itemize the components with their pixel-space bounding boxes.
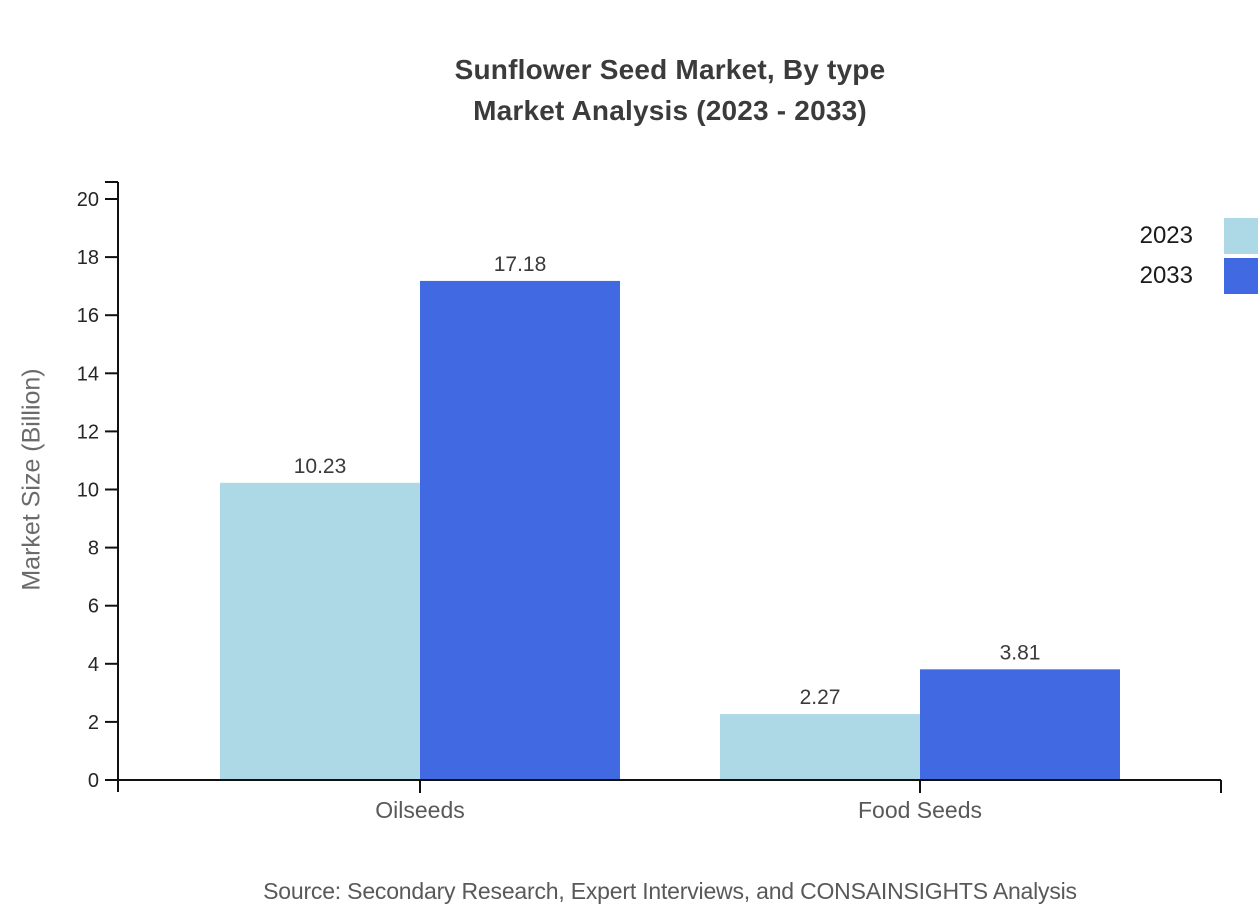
bar-2033-food-seeds	[920, 669, 1120, 780]
y-tick-label: 8	[88, 538, 99, 560]
y-tick-label: 10	[77, 480, 99, 502]
legend-swatch-2023	[1224, 218, 1258, 254]
value-label-2023-food-seeds: 2.27	[800, 686, 841, 709]
chart-title: Sunflower Seed Market, By type Market An…	[80, 49, 1260, 131]
y-tick-label: 2	[88, 712, 99, 734]
chart-title-line1: Sunflower Seed Market, By type	[454, 54, 886, 85]
value-label-2033-food-seeds: 3.81	[1000, 641, 1041, 664]
y-tick-label: 18	[77, 247, 99, 269]
y-tick-label: 0	[88, 770, 99, 792]
bar-2023-food-seeds	[720, 714, 920, 780]
y-tick-label: 20	[77, 189, 99, 211]
chart-title-line2: Market Analysis (2023 - 2033)	[473, 95, 867, 126]
x-category-label: Oilseeds	[375, 797, 464, 823]
legend-item-2033: 2033	[1140, 258, 1258, 294]
value-label-2033-oilseeds: 17.18	[494, 253, 547, 276]
bar-2033-oilseeds	[420, 280, 620, 780]
value-label-2023-oilseeds: 10.23	[294, 455, 347, 478]
source-note: Source: Secondary Research, Expert Inter…	[263, 878, 1077, 904]
y-tick-label: 16	[77, 305, 99, 327]
y-tick-label: 6	[88, 596, 99, 618]
legend: 2023 2033	[1140, 218, 1258, 298]
legend-label-2033: 2033	[1139, 262, 1193, 289]
y-tick-label: 14	[77, 363, 99, 385]
legend-item-2023: 2023	[1140, 218, 1258, 254]
y-tick-label: 4	[88, 654, 99, 676]
y-tick-label: 12	[77, 421, 99, 443]
x-category-label: Food Seeds	[858, 797, 982, 823]
legend-label-2023: 2023	[1139, 222, 1193, 249]
legend-swatch-2033	[1224, 258, 1258, 294]
bar-2023-oilseeds	[220, 482, 420, 780]
